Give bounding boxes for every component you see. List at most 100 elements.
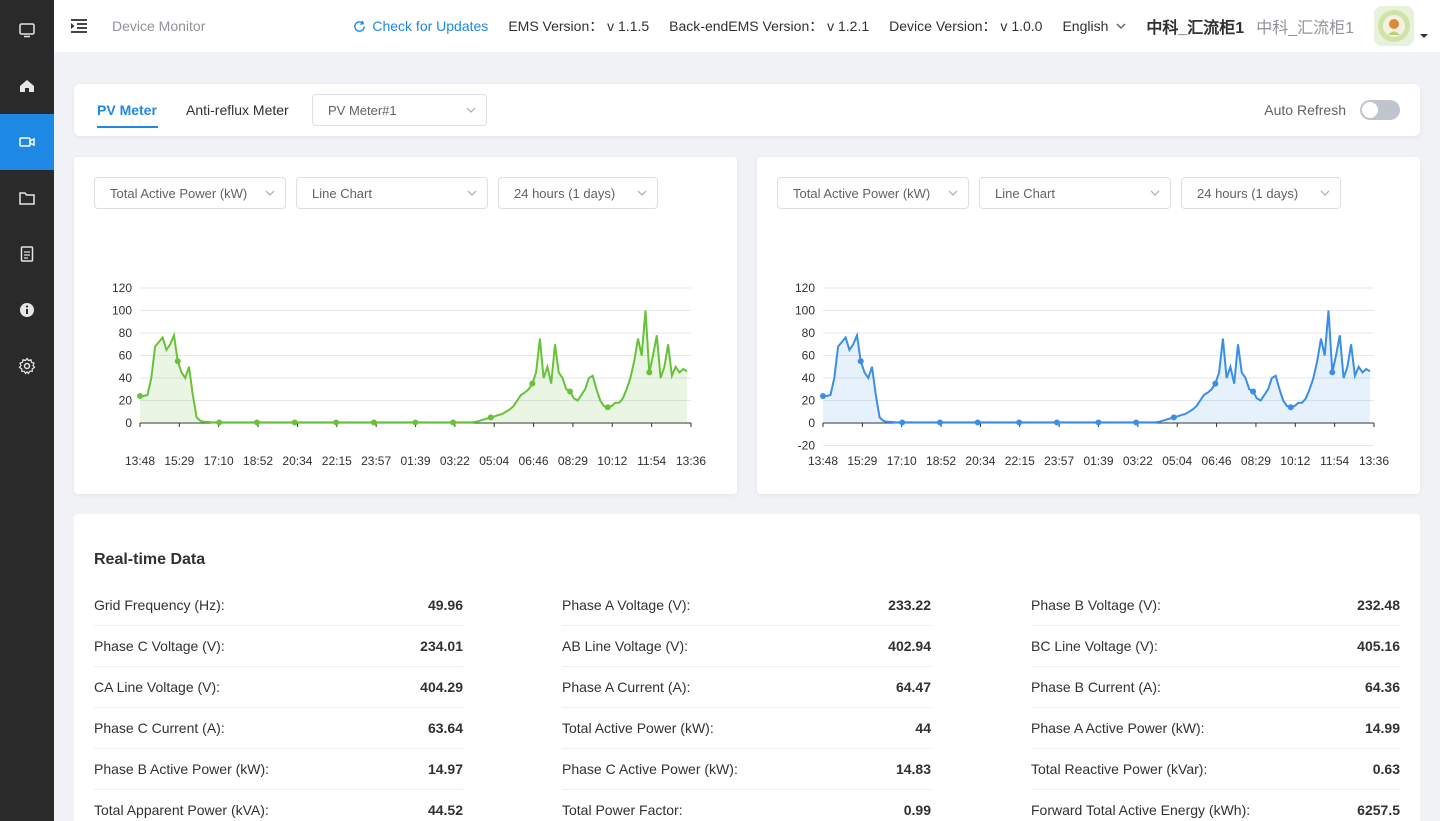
x-tick-label: 13:48	[125, 454, 155, 468]
data-point	[291, 419, 298, 426]
realtime-value: 234.01	[420, 638, 463, 654]
realtime-row: Phase B Current (A): 64.36	[1031, 667, 1400, 708]
realtime-value: 44.52	[427, 802, 463, 818]
range-select-left[interactable]: 24 hours (1 days)	[498, 177, 658, 209]
realtime-row: AB Line Voltage (V): 402.94	[562, 626, 931, 667]
avatar-image-icon	[1378, 10, 1410, 42]
x-tick-label: 01:39	[1083, 454, 1113, 468]
info-icon	[20, 303, 34, 317]
data-point	[1095, 419, 1102, 426]
realtime-label: Forward Total Active Energy (kWh):	[1031, 802, 1251, 818]
sidebar-item-document[interactable]	[0, 226, 54, 282]
x-tick-label: 03:22	[1123, 454, 1153, 468]
realtime-label: Total Power Factor:	[562, 802, 683, 818]
realtime-label: Grid Frequency (Hz):	[94, 597, 225, 613]
language-label: English	[1062, 18, 1109, 34]
x-tick-label: 03:22	[440, 454, 470, 468]
realtime-title: Real-time Data	[94, 551, 206, 568]
caret-down-icon[interactable]	[1418, 32, 1430, 40]
realtime-value: 404.29	[420, 679, 463, 695]
data-point	[899, 419, 906, 426]
sidebar-item-settings[interactable]	[0, 338, 54, 394]
data-point	[1170, 414, 1177, 421]
realtime-label: Phase C Active Power (kW):	[562, 761, 738, 777]
language-select[interactable]: English	[1062, 18, 1126, 34]
menu-fold-icon[interactable]	[70, 17, 88, 35]
realtime-row: Phase A Voltage (V): 233.22	[562, 585, 931, 626]
x-tick-label: 15:29	[847, 454, 877, 468]
metric-select-left[interactable]: Total Active Power (kW)	[94, 177, 286, 209]
chevron-down-icon	[637, 190, 647, 196]
chart-type-select-left-value: Line Chart	[312, 185, 372, 201]
data-point	[936, 419, 943, 426]
realtime-label: Phase A Current (A):	[562, 679, 691, 695]
realtime-label: Phase C Current (A):	[94, 720, 225, 736]
avatar[interactable]	[1374, 6, 1414, 46]
realtime-value: 64.47	[895, 679, 931, 695]
realtime-data-panel: Real-time Data Grid Frequency (Hz): 49.96…	[74, 514, 1420, 821]
x-tick-label: 13:36	[676, 454, 706, 468]
range-select-right[interactable]: 24 hours (1 days)	[1181, 177, 1341, 209]
y-tick-label: 100	[795, 304, 815, 318]
realtime-row: Phase A Current (A): 64.47	[562, 667, 931, 708]
chart-type-select-right[interactable]: Line Chart	[979, 177, 1171, 209]
toggle-knob	[1362, 102, 1378, 118]
x-tick-label: 05:04	[1162, 454, 1192, 468]
realtime-row: Phase C Voltage (V): 234.01	[94, 626, 463, 667]
x-tick-label: 18:52	[243, 454, 273, 468]
tab-anti-reflux-meter[interactable]: Anti-reflux Meter	[186, 102, 289, 118]
data-point	[646, 369, 653, 376]
meter-select[interactable]: PV Meter#1	[312, 94, 487, 126]
realtime-value: 44	[915, 720, 931, 736]
y-tick-label: 20	[119, 394, 133, 408]
realtime-row: Phase C Current (A): 63.64	[94, 708, 463, 749]
x-tick-label: 11:54	[1320, 454, 1349, 468]
chevron-down-icon	[467, 190, 477, 196]
realtime-row: Total Power Factor: 0.99	[562, 790, 931, 821]
x-tick-label: 22:15	[1005, 454, 1035, 468]
metric-select-right[interactable]: Total Active Power (kW)	[777, 177, 969, 209]
x-tick-label: 15:29	[164, 454, 194, 468]
chart-card-right: Total Active Power (kW) Line Chart 24 ho…	[757, 157, 1420, 494]
check-updates-button[interactable]: Check for Updates	[353, 18, 488, 34]
data-point	[216, 419, 223, 426]
realtime-label: BC Line Voltage (V):	[1031, 638, 1158, 654]
data-point	[1053, 419, 1060, 426]
realtime-row: Phase B Active Power (kW): 14.97	[94, 749, 463, 790]
sidebar-item-monitor[interactable]	[0, 2, 54, 58]
sidebar-item-home[interactable]	[0, 58, 54, 114]
x-tick-label: 13:36	[1359, 454, 1389, 468]
document-icon	[20, 246, 34, 262]
data-point	[412, 419, 419, 426]
data-point	[604, 404, 611, 411]
x-tick-label: 08:29	[558, 454, 588, 468]
check-updates-label: Check for Updates	[372, 18, 489, 34]
realtime-label: Phase A Voltage (V):	[562, 597, 691, 613]
x-tick-label: 20:34	[965, 454, 995, 468]
data-point	[1016, 419, 1023, 426]
tab-pv-meter[interactable]: PV Meter	[97, 102, 157, 118]
sidebar-item-folder[interactable]	[0, 170, 54, 226]
data-point	[370, 419, 377, 426]
data-point	[1250, 388, 1257, 395]
metric-select-left-value: Total Active Power (kW)	[110, 185, 248, 201]
range-select-right-value: 24 hours (1 days)	[1197, 185, 1299, 201]
data-point	[820, 393, 826, 399]
data-point	[857, 358, 864, 365]
realtime-row: CA Line Voltage (V): 404.29	[94, 667, 463, 708]
series-line	[140, 310, 688, 424]
data-point	[333, 419, 340, 426]
y-tick-label: -20	[798, 439, 816, 453]
x-tick-label: 11:54	[637, 454, 666, 468]
sidebar-item-info[interactable]	[0, 282, 54, 338]
ems-version: EMS Version： v 1.1.5	[508, 18, 650, 34]
realtime-label: Phase B Voltage (V):	[1031, 597, 1161, 613]
x-tick-label: 01:39	[400, 454, 430, 468]
active-tab-indicator	[97, 126, 158, 128]
chart-type-select-left[interactable]: Line Chart	[296, 177, 488, 209]
realtime-label: Total Active Power (kW):	[562, 720, 714, 736]
data-point	[1329, 369, 1336, 376]
auto-refresh-toggle[interactable]	[1360, 100, 1400, 120]
sidebar-item-device[interactable]	[0, 114, 54, 170]
